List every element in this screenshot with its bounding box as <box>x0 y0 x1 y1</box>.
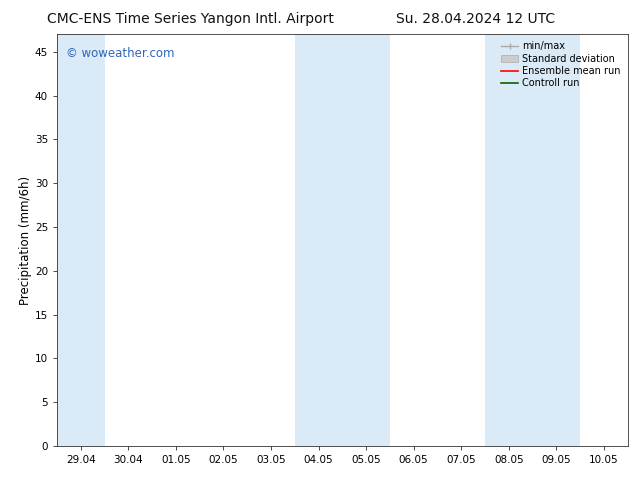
Bar <box>57 34 105 446</box>
Text: Su. 28.04.2024 12 UTC: Su. 28.04.2024 12 UTC <box>396 12 555 26</box>
Text: CMC-ENS Time Series Yangon Intl. Airport: CMC-ENS Time Series Yangon Intl. Airport <box>47 12 333 26</box>
Bar <box>485 34 580 446</box>
Bar <box>295 34 390 446</box>
Text: © woweather.com: © woweather.com <box>66 47 174 60</box>
Legend: min/max, Standard deviation, Ensemble mean run, Controll run: min/max, Standard deviation, Ensemble me… <box>497 37 624 92</box>
Y-axis label: Precipitation (mm/6h): Precipitation (mm/6h) <box>19 175 32 305</box>
